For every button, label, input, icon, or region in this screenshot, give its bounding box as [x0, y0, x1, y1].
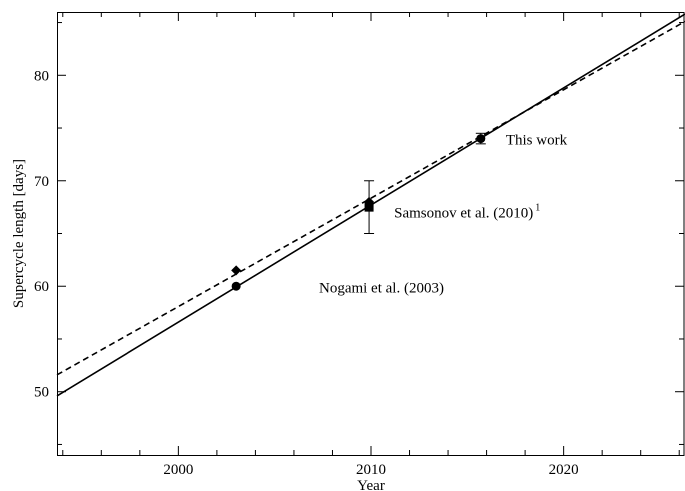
annotation-label: Nogami et al. (2003): [319, 280, 444, 296]
diamond-marker: [231, 265, 242, 276]
data-points: [231, 132, 486, 291]
x-tick-label: 2010: [356, 462, 386, 478]
y-tick-label: 50: [34, 385, 49, 401]
y-tick-label: 80: [34, 68, 49, 84]
x-axis-label: Year: [357, 478, 385, 491]
y-tick-label: 70: [34, 174, 49, 190]
y-tick-label: 60: [34, 279, 49, 295]
x-tick-label: 2000: [163, 462, 193, 478]
x-tick-label: 2020: [549, 462, 579, 478]
fit-line-dashed: [56, 20, 685, 376]
annotation-label: This work: [506, 133, 568, 149]
axis-ticks: 2000 2010 2020 50 60 70 80: [34, 12, 684, 478]
circle-marker: [476, 134, 486, 144]
square-marker: [364, 202, 374, 212]
annotations: Nogami et al. (2003) Samsonov et al. (201…: [319, 133, 568, 297]
circle-marker: [231, 281, 241, 291]
annotation-label: Samsonov et al. (2010) 1: [394, 202, 540, 221]
y-axis-label: Supercycle length [days]: [11, 159, 27, 308]
